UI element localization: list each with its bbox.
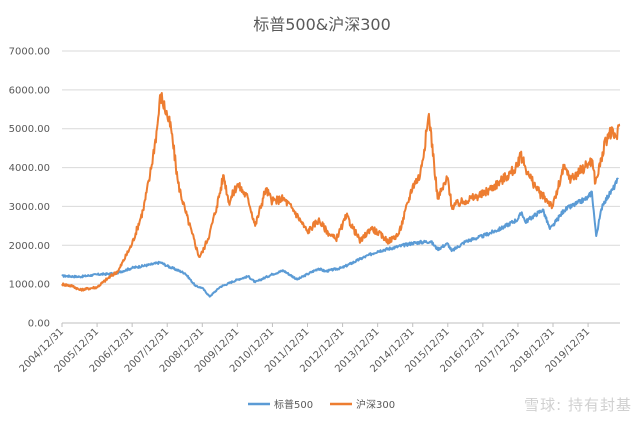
y-tick-label: 4000.00	[9, 163, 50, 174]
y-tick-label: 5000.00	[9, 124, 50, 135]
y-tick-label: 1000.00	[9, 280, 50, 291]
legend: 标普500 沪深300	[248, 398, 395, 411]
y-tick-label: 7000.00	[9, 47, 50, 58]
grid	[62, 50, 620, 324]
x-axis: 2004/12/312005/12/312006/12/312007/12/31…	[18, 323, 592, 375]
y-tick-label: 6000.00	[9, 85, 50, 96]
legend-label: 标普500	[274, 398, 313, 411]
chart-title: 标普500&沪深300	[253, 15, 391, 34]
plot-area	[61, 92, 621, 298]
y-tick-label: 2000.00	[9, 241, 50, 252]
legend-label: 沪深300	[356, 398, 395, 411]
y-axis: 0.00 1000.00 2000.00 3000.00 4000.00 5000.00 6…	[9, 47, 50, 330]
y-tick-label: 3000.00	[9, 202, 50, 213]
watermark: 雪球: 持有封基	[524, 396, 632, 414]
series-line	[61, 92, 621, 292]
y-tick-label: 0.00	[28, 319, 50, 330]
series-line	[61, 177, 619, 298]
